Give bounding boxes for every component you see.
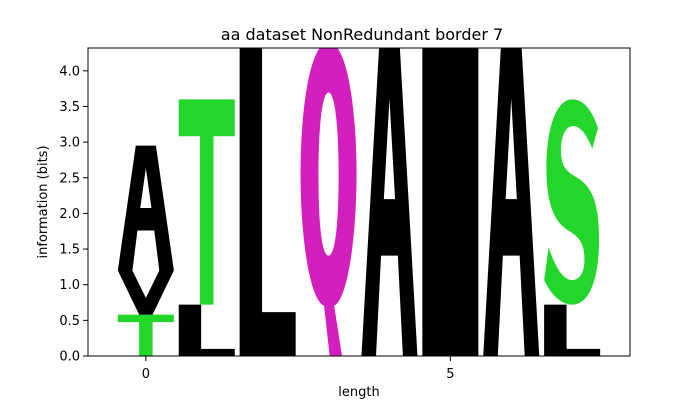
logo-column [544,99,601,356]
logo-letter-a [483,48,540,356]
x-tick-label: 5 [446,367,454,382]
logo-column [239,48,296,356]
y-tick-label: 0.0 [59,350,80,365]
logo-column [117,145,174,356]
logo-letter-t [117,314,174,356]
logo-column [422,48,479,356]
logo-letter-t [178,99,235,305]
logo-letter-l [178,304,235,356]
logo-letter-i [422,48,479,356]
logo-letter-q [300,48,357,356]
y-tick-label: 2.5 [59,171,80,186]
logo-column [361,48,418,356]
x-tick-label: 0 [142,367,150,382]
y-tick-label: 1.5 [59,243,80,258]
y-tick-label: 1.0 [59,278,80,293]
y-tick-label: 4.0 [59,64,80,79]
y-axis-label: information (bits) [36,145,51,258]
logo-letter-v [117,270,174,315]
y-tick-label: 3.0 [59,136,80,151]
chart-title: aa dataset NonRedundant border 7 [221,25,503,44]
logo-letter-s [544,99,600,305]
logo-letter-l [544,304,601,356]
y-tick-label: 2.0 [59,207,80,222]
y-axis: 0.0 0.5 1.0 1.5 2.0 2.5 3.0 3.5 4.0 [59,64,88,365]
y-tick-label: 0.5 [59,314,80,329]
logo-column [178,99,235,356]
logo-column [300,48,357,356]
logo-letter-a [361,48,418,356]
logo-letters [117,48,601,356]
logo-letter-l [239,48,296,356]
plot-frame [87,47,631,357]
x-axis-label: length [338,385,379,400]
y-tick-label: 3.5 [59,100,80,115]
logo-column [483,48,540,356]
logo-letter-a [117,145,174,271]
